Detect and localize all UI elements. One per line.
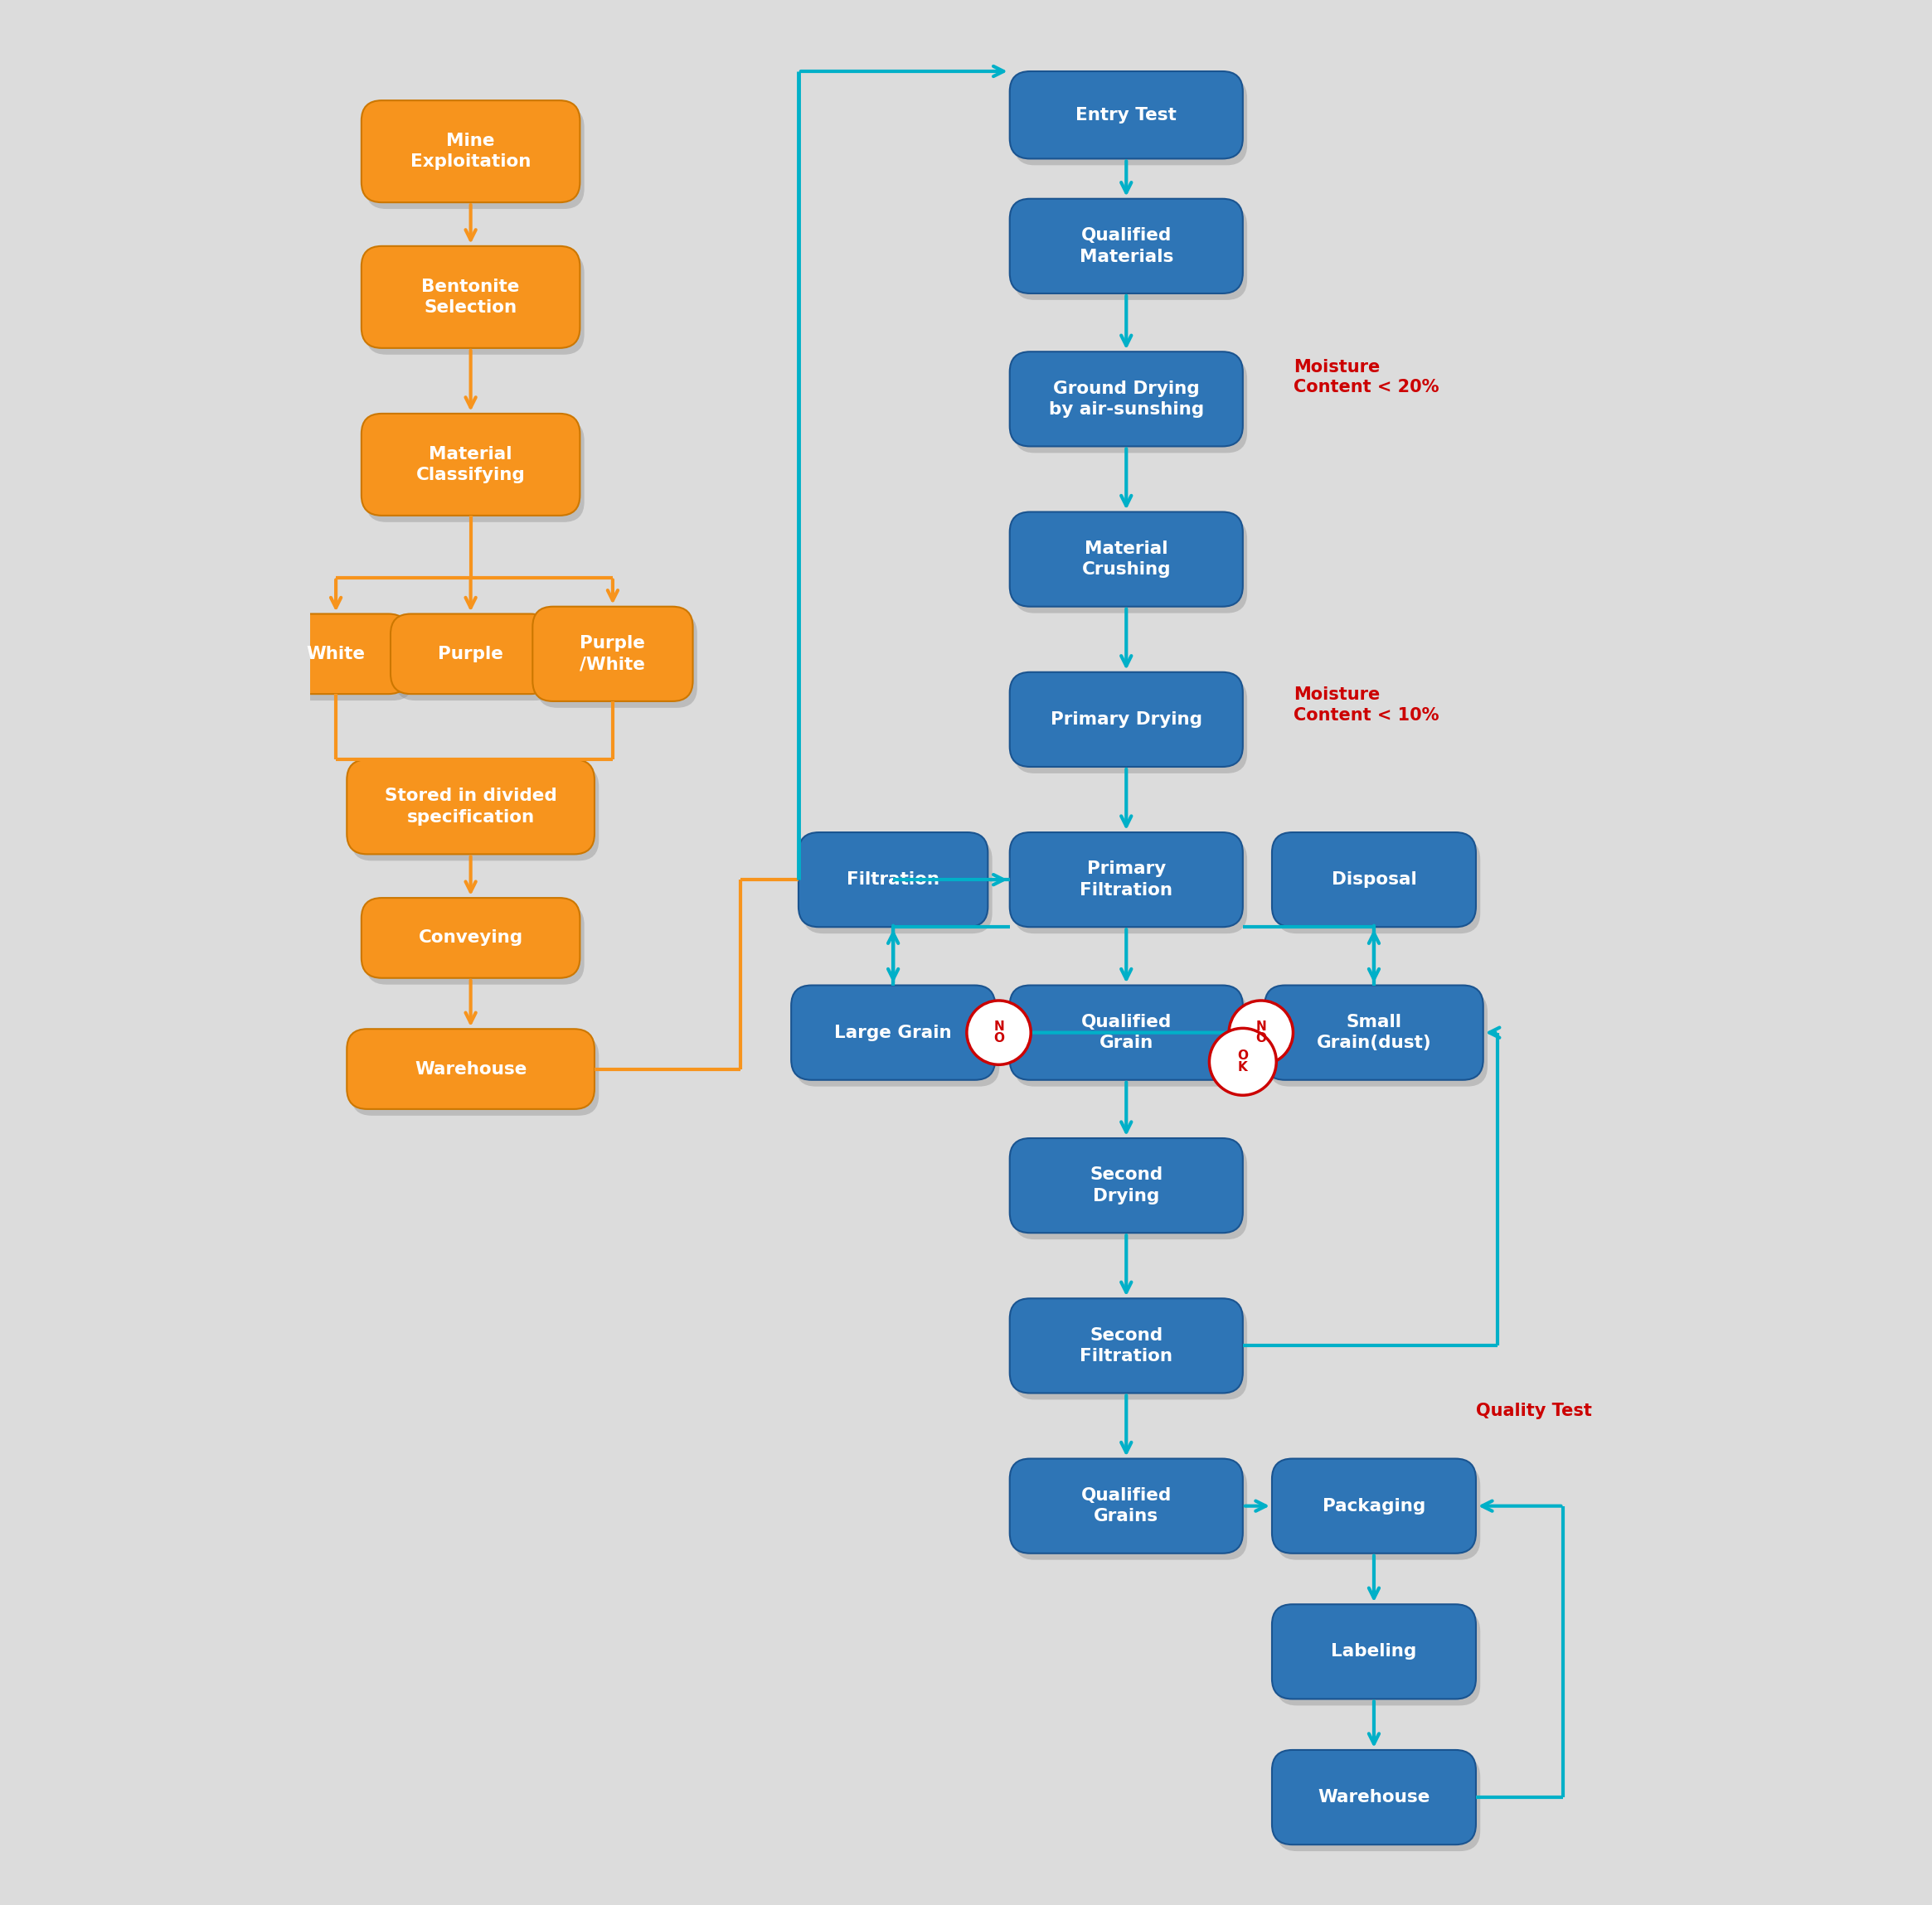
FancyBboxPatch shape bbox=[1269, 993, 1488, 1086]
Text: Second
Filtration: Second Filtration bbox=[1080, 1328, 1173, 1364]
Text: Material
Crushing: Material Crushing bbox=[1082, 541, 1171, 577]
FancyBboxPatch shape bbox=[267, 621, 413, 701]
FancyBboxPatch shape bbox=[1014, 838, 1248, 933]
FancyBboxPatch shape bbox=[365, 107, 583, 210]
FancyBboxPatch shape bbox=[1271, 1604, 1476, 1699]
FancyBboxPatch shape bbox=[537, 613, 697, 709]
FancyBboxPatch shape bbox=[1014, 993, 1248, 1086]
FancyBboxPatch shape bbox=[1010, 512, 1242, 606]
FancyBboxPatch shape bbox=[1014, 678, 1248, 773]
Text: Qualified
Grain: Qualified Grain bbox=[1082, 1013, 1171, 1052]
Text: Small
Grain(dust): Small Grain(dust) bbox=[1316, 1013, 1432, 1052]
FancyBboxPatch shape bbox=[1277, 838, 1480, 933]
Text: Packaging: Packaging bbox=[1321, 1497, 1426, 1514]
FancyBboxPatch shape bbox=[1271, 1751, 1476, 1844]
FancyBboxPatch shape bbox=[1014, 1145, 1248, 1240]
FancyBboxPatch shape bbox=[1010, 1459, 1242, 1553]
Text: Entry Test: Entry Test bbox=[1076, 107, 1177, 124]
Text: Labeling: Labeling bbox=[1331, 1644, 1416, 1659]
FancyBboxPatch shape bbox=[1277, 1465, 1480, 1560]
Text: N
O: N O bbox=[1256, 1021, 1265, 1044]
Text: Conveying: Conveying bbox=[419, 930, 524, 947]
FancyBboxPatch shape bbox=[263, 613, 410, 693]
FancyBboxPatch shape bbox=[1010, 198, 1242, 293]
Text: Large Grain: Large Grain bbox=[835, 1025, 952, 1040]
FancyBboxPatch shape bbox=[361, 246, 580, 349]
FancyBboxPatch shape bbox=[1014, 206, 1248, 299]
Circle shape bbox=[966, 1000, 1032, 1065]
FancyBboxPatch shape bbox=[804, 838, 993, 933]
FancyBboxPatch shape bbox=[1014, 358, 1248, 453]
FancyBboxPatch shape bbox=[1014, 518, 1248, 613]
Circle shape bbox=[1229, 1000, 1293, 1065]
Text: Qualified
Materials: Qualified Materials bbox=[1080, 227, 1173, 265]
Text: N
O: N O bbox=[993, 1021, 1005, 1044]
FancyBboxPatch shape bbox=[365, 421, 583, 522]
FancyBboxPatch shape bbox=[361, 897, 580, 977]
Text: Moisture
Content < 20%: Moisture Content < 20% bbox=[1294, 358, 1439, 396]
Text: Primary Drying: Primary Drying bbox=[1051, 711, 1202, 728]
Text: Material
Classifying: Material Classifying bbox=[415, 446, 526, 484]
FancyBboxPatch shape bbox=[361, 413, 580, 516]
FancyBboxPatch shape bbox=[394, 621, 554, 701]
FancyBboxPatch shape bbox=[365, 253, 583, 354]
Text: Warehouse: Warehouse bbox=[1318, 1789, 1430, 1806]
Text: Warehouse: Warehouse bbox=[415, 1061, 527, 1078]
FancyBboxPatch shape bbox=[1277, 1612, 1480, 1705]
FancyBboxPatch shape bbox=[792, 985, 995, 1080]
FancyBboxPatch shape bbox=[1014, 1305, 1248, 1400]
FancyBboxPatch shape bbox=[1271, 832, 1476, 928]
Text: Quality Test: Quality Test bbox=[1476, 1402, 1592, 1419]
FancyBboxPatch shape bbox=[348, 1029, 595, 1109]
FancyBboxPatch shape bbox=[1277, 1756, 1480, 1852]
FancyBboxPatch shape bbox=[798, 832, 987, 928]
Text: Moisture
Content < 10%: Moisture Content < 10% bbox=[1294, 686, 1439, 724]
Circle shape bbox=[1209, 1029, 1277, 1095]
Text: Ground Drying
by air-sunshing: Ground Drying by air-sunshing bbox=[1049, 381, 1204, 417]
Text: Stored in divided
specification: Stored in divided specification bbox=[384, 789, 556, 825]
FancyBboxPatch shape bbox=[1010, 352, 1242, 446]
FancyBboxPatch shape bbox=[1010, 1299, 1242, 1393]
FancyBboxPatch shape bbox=[796, 993, 999, 1086]
FancyBboxPatch shape bbox=[1010, 832, 1242, 928]
FancyBboxPatch shape bbox=[1010, 672, 1242, 768]
Text: Mine
Exploitation: Mine Exploitation bbox=[410, 133, 531, 170]
FancyBboxPatch shape bbox=[1271, 1459, 1476, 1553]
FancyBboxPatch shape bbox=[1010, 985, 1242, 1080]
Text: Second
Drying: Second Drying bbox=[1090, 1166, 1163, 1204]
FancyBboxPatch shape bbox=[1265, 985, 1484, 1080]
FancyBboxPatch shape bbox=[533, 606, 694, 701]
FancyBboxPatch shape bbox=[1010, 1137, 1242, 1233]
Text: Disposal: Disposal bbox=[1331, 871, 1416, 888]
Text: Qualified
Grains: Qualified Grains bbox=[1082, 1488, 1171, 1524]
Text: White: White bbox=[307, 646, 365, 663]
Text: O
K: O K bbox=[1236, 1050, 1248, 1074]
Text: Purple: Purple bbox=[439, 646, 504, 663]
Text: Primary
Filtration: Primary Filtration bbox=[1080, 861, 1173, 899]
Text: Bentonite
Selection: Bentonite Selection bbox=[421, 278, 520, 316]
FancyBboxPatch shape bbox=[1010, 70, 1242, 158]
FancyBboxPatch shape bbox=[365, 905, 583, 985]
FancyBboxPatch shape bbox=[348, 760, 595, 853]
FancyBboxPatch shape bbox=[352, 1036, 599, 1116]
Text: Purple
/White: Purple /White bbox=[580, 634, 645, 672]
FancyBboxPatch shape bbox=[390, 613, 551, 693]
FancyBboxPatch shape bbox=[352, 766, 599, 861]
FancyBboxPatch shape bbox=[1014, 78, 1248, 166]
Text: Filtration: Filtration bbox=[846, 871, 939, 888]
FancyBboxPatch shape bbox=[1014, 1465, 1248, 1560]
FancyBboxPatch shape bbox=[361, 101, 580, 202]
